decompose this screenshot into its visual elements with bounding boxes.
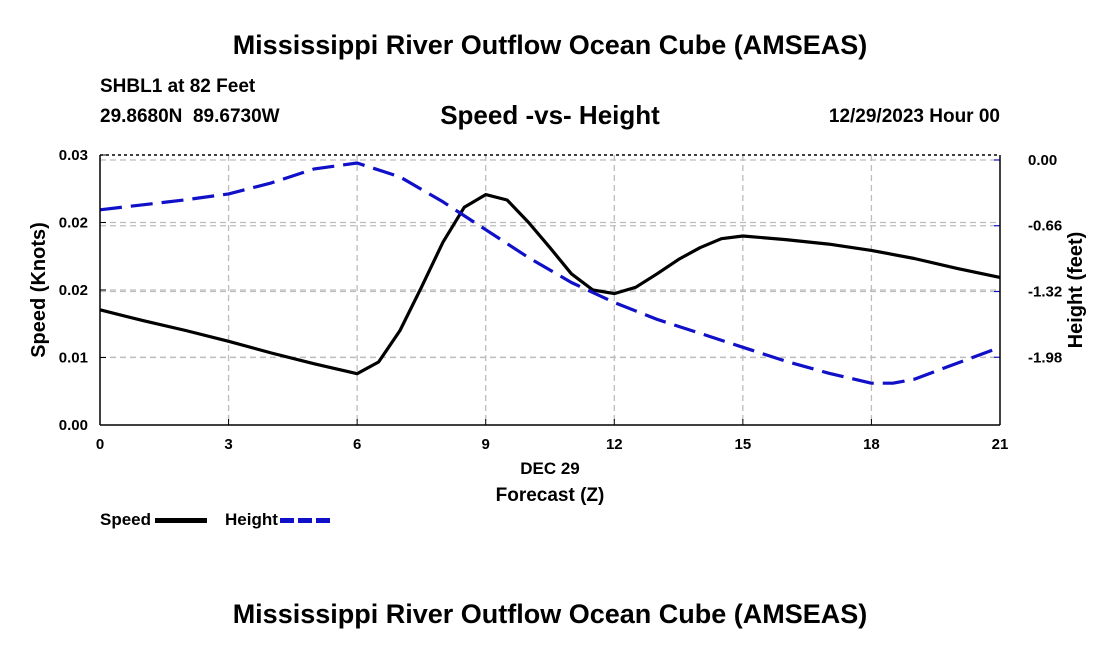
legend-speed-label: Speed [100, 510, 152, 529]
page-title: Mississippi River Outflow Ocean Cube (AM… [232, 30, 868, 60]
y-right-tick-label: -0.66 [1028, 218, 1062, 235]
y-left-tick-label: 0.02 [59, 282, 88, 299]
x-tick-label: 9 [482, 436, 490, 453]
y-right-tick-label: -1.32 [1028, 283, 1062, 300]
x-tick-label: 21 [992, 436, 1009, 453]
y-left-tick-label: 0.02 [59, 215, 88, 232]
station-name: SHBL1 at 82 Feet [100, 76, 256, 97]
grid-layer [100, 155, 1000, 425]
x-axis-date-label: DEC 29 [520, 459, 580, 478]
legend-height-swatch [279, 517, 332, 523]
footer-title: Mississippi River Outflow Ocean Cube (AM… [232, 599, 868, 629]
legend-height-label: Height [225, 510, 278, 529]
x-tick-label: 3 [224, 436, 232, 453]
x-tick-label: 0 [96, 436, 104, 453]
height-series-line [99, 161, 1001, 385]
axis-layer: 0 3 6 9 12 15 18 21 0.00 0.01 0.02 0.02 0.03 0.00 -0.6… [59, 147, 1062, 453]
y-left-tick-label: 0.01 [59, 350, 88, 367]
y-axis-label-right: Height (feet) [1065, 232, 1087, 349]
x-tick-label: 12 [606, 436, 623, 453]
chart-heading: Speed -vs- Height [440, 100, 660, 130]
forecast-timestamp: 12/29/2023 Hour 00 [828, 106, 1000, 127]
y-right-tick-label: -1.98 [1028, 349, 1062, 366]
series-layer [99, 161, 1001, 385]
y-right-tick-label: 0.00 [1028, 152, 1057, 169]
x-tick-label: 6 [353, 436, 361, 453]
legend-speed-swatch [155, 517, 208, 523]
speed-series-line [99, 192, 1001, 376]
y-left-tick-label: 0.03 [59, 147, 88, 164]
speed-height-chart: 0 3 6 9 12 15 18 21 0.00 0.01 0.02 0.02 0.03 0.00 -0.6… [28, 147, 1087, 506]
station-coords: 29.8680N 89.6730W [100, 106, 280, 127]
legend: Speed Height [100, 510, 332, 530]
x-tick-label: 15 [735, 436, 752, 453]
y-left-tick-label: 0.00 [59, 417, 88, 434]
x-axis-label: Forecast (Z) [496, 485, 605, 506]
y-axis-label-left: Speed (Knots) [28, 222, 50, 358]
x-tick-label: 18 [863, 436, 880, 453]
